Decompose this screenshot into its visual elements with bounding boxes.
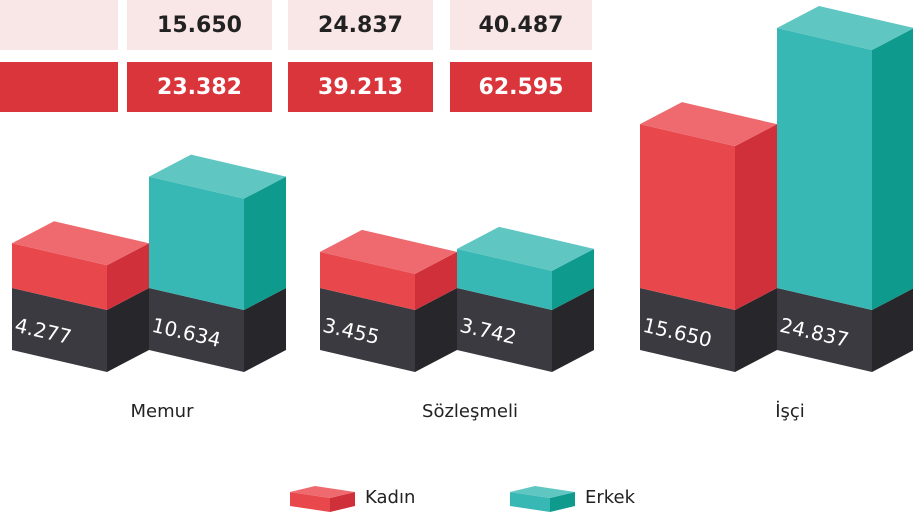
table-value: 15.650 [157, 13, 242, 38]
bar-front [12, 243, 107, 310]
bar-top [457, 226, 594, 271]
bar-base-front [320, 288, 415, 372]
legend-swatch [290, 492, 330, 512]
table-value: 62.595 [479, 75, 564, 100]
table-cell [288, 0, 433, 50]
bar-base-side [415, 288, 457, 372]
table-cell [450, 62, 592, 112]
bar-side [735, 124, 777, 310]
legend-label: Erkek [585, 487, 636, 508]
bar-base-side [872, 288, 913, 372]
bar-base-front [457, 288, 552, 372]
table-cell [127, 62, 272, 112]
table-cell [0, 62, 118, 112]
bar-front [320, 251, 415, 310]
bar-top [777, 6, 913, 50]
bar-top [149, 154, 286, 199]
table-value: 23.382 [157, 75, 242, 100]
bar-front [457, 248, 552, 310]
bar-side [872, 28, 913, 310]
bar-side [552, 248, 594, 310]
bar-base-side [244, 288, 286, 372]
bar-base-front [777, 288, 872, 372]
bar-base-front [149, 288, 244, 372]
table-cell [450, 0, 592, 50]
table-value: 39.213 [318, 75, 403, 100]
table-value: 24.837 [318, 13, 403, 38]
legend-label: Kadın [365, 487, 415, 508]
bar-base-front [640, 288, 735, 372]
bar-side [415, 251, 457, 310]
legend-swatch [330, 492, 355, 512]
category-label: İşçi [775, 401, 805, 422]
category-label: Memur [131, 401, 195, 422]
table-cell [127, 0, 272, 50]
bar-base-side [735, 288, 777, 372]
legend-swatch [290, 486, 355, 498]
legend-swatch [510, 492, 550, 512]
category-label: Sözleşmeli [422, 401, 518, 422]
bar-base-side [107, 288, 149, 372]
bar-top [640, 102, 777, 147]
legend-swatch [510, 486, 575, 498]
bar-top [12, 221, 149, 266]
table-value: 40.487 [479, 13, 564, 38]
table-cell [288, 62, 433, 112]
bar-side [107, 243, 149, 310]
legend-swatch [550, 492, 575, 512]
bar-front [149, 176, 244, 310]
bar-side [244, 176, 286, 310]
bar-top [320, 229, 457, 274]
table-cell [0, 0, 118, 50]
bar-front [777, 28, 872, 310]
bar-front [640, 124, 735, 310]
bar-base-front [12, 288, 107, 372]
bar-base-side [552, 288, 594, 372]
